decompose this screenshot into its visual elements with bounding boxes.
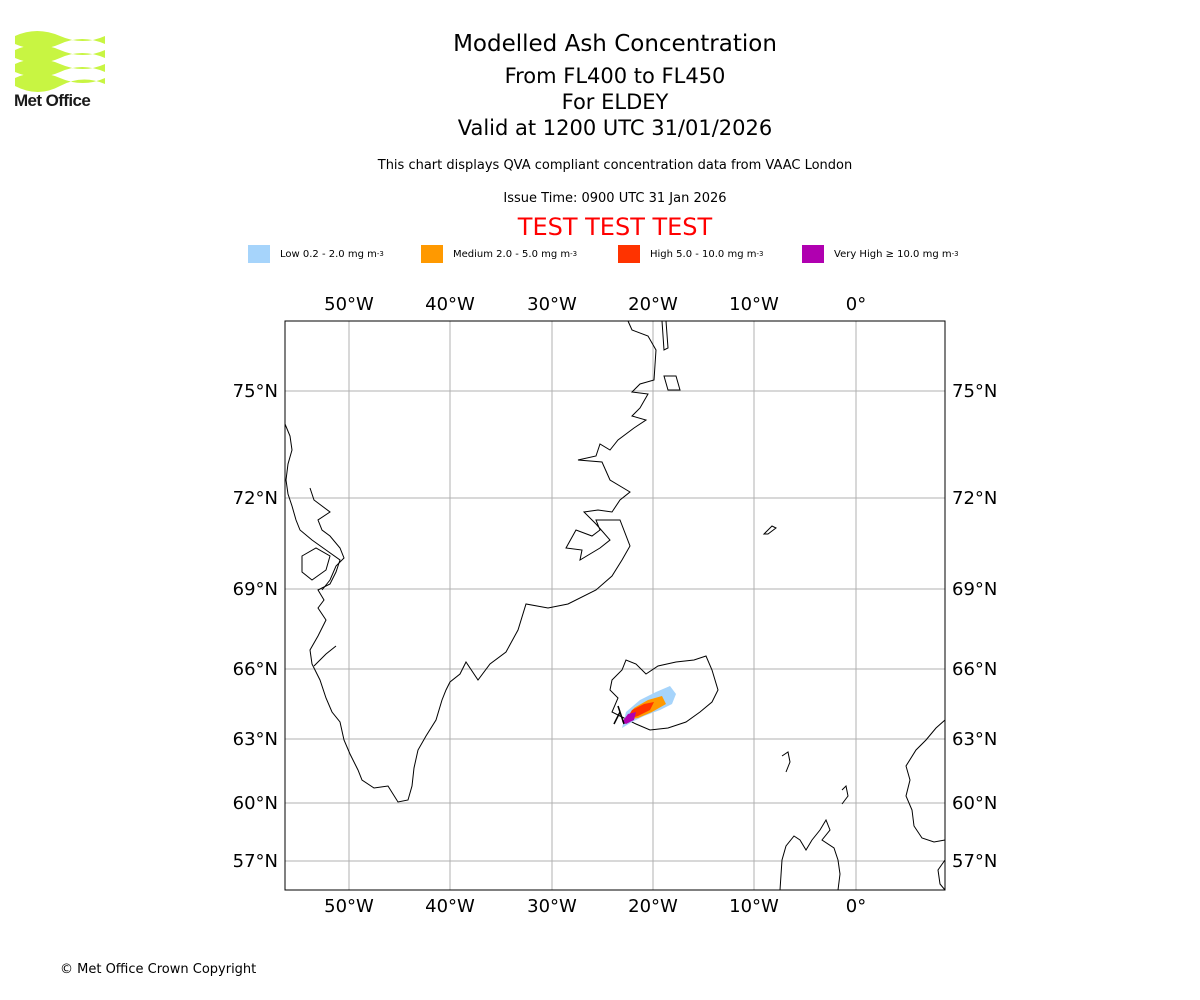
greenland-island-disko — [301, 547, 331, 581]
greenland-fjord-sw — [313, 645, 337, 667]
copyright-text: © Met Office Crown Copyright — [60, 962, 257, 977]
legend-unit-exponent: -3 — [951, 250, 959, 258]
test-banner: TEST TEST TEST — [517, 213, 713, 241]
lat-labels-left: 75°N 72°N 69°N 66°N 63°N 60°N 57°N — [233, 381, 278, 872]
lat-label-right: 63°N — [952, 729, 997, 750]
chart-title: Modelled Ash Concentration — [453, 31, 777, 57]
map-frame — [284, 320, 946, 891]
lon-label-top: 50°W — [324, 294, 374, 315]
lon-label-bottom: 50°W — [324, 896, 374, 917]
legend-item-low: Low 0.2 - 2.0 mg m -3 — [248, 244, 384, 264]
lon-label-bottom: 40°W — [425, 896, 475, 917]
lon-labels-top: 50°W 40°W 30°W 20°W 10°W 0° — [324, 294, 866, 315]
lat-label-left: 57°N — [233, 851, 278, 872]
map-gridlines — [285, 321, 945, 890]
lon-label-bottom: 30°W — [527, 896, 577, 917]
lat-label-right: 69°N — [952, 579, 997, 600]
met-office-logo-icon — [15, 31, 105, 92]
legend-item-high: High 5.0 - 10.0 mg m -3 — [618, 244, 763, 264]
lon-label-top: 10°W — [729, 294, 779, 315]
greenland-coastline — [284, 320, 657, 803]
lat-label-right: 75°N — [952, 381, 997, 402]
lon-label-top: 40°W — [425, 294, 475, 315]
lon-label-top: 30°W — [527, 294, 577, 315]
greenland-island-ne — [663, 375, 681, 391]
lat-label-left: 72°N — [233, 488, 278, 509]
norway-coastline-south — [937, 859, 946, 891]
flight-level-range: From FL400 to FL450 — [504, 64, 726, 88]
lat-label-right: 57°N — [952, 851, 997, 872]
ash-cloud — [613, 686, 676, 728]
lat-label-left: 63°N — [233, 729, 278, 750]
lon-label-bottom: 10°W — [729, 896, 779, 917]
lat-label-left: 75°N — [233, 381, 278, 402]
info-text: This chart displays QVA compliant concen… — [377, 158, 853, 173]
lon-label-top: 0° — [846, 294, 866, 315]
lon-label-top: 20°W — [628, 294, 678, 315]
legend-label-very-high: Very High ≥ 10.0 mg m — [834, 248, 952, 260]
lon-labels-bottom: 50°W 40°W 30°W 20°W 10°W 0° — [324, 896, 866, 917]
legend-unit-exponent: -3 — [570, 250, 578, 258]
greenland-fjord-east — [661, 320, 669, 351]
legend-label-medium: Medium 2.0 - 5.0 mg m — [453, 248, 571, 260]
lon-label-bottom: 20°W — [628, 896, 678, 917]
lon-label-bottom: 0° — [846, 896, 866, 917]
legend-swatch-medium — [421, 245, 443, 263]
lat-labels-right: 75°N 72°N 69°N 66°N 63°N 60°N 57°N — [952, 381, 997, 872]
faroe-islands-coastline — [781, 751, 791, 773]
ash-very-high-area — [622, 712, 636, 724]
legend-swatch-high — [618, 245, 640, 263]
lat-label-left: 69°N — [233, 579, 278, 600]
legend-label-low: Low 0.2 - 2.0 mg m — [280, 248, 377, 260]
issue-time: Issue Time: 0900 UTC 31 Jan 2026 — [503, 191, 727, 206]
lat-label-right: 72°N — [952, 488, 997, 509]
lat-label-right: 60°N — [952, 793, 997, 814]
greenland-fjord-west — [309, 487, 345, 591]
volcano-name: For ELDEY — [561, 90, 669, 114]
lat-label-left: 66°N — [233, 659, 278, 680]
lat-label-left: 60°N — [233, 793, 278, 814]
norway-coastline — [905, 719, 946, 843]
lat-label-right: 66°N — [952, 659, 997, 680]
shetland-coastline — [841, 784, 849, 805]
jan-mayen-coastline — [762, 525, 777, 535]
coastlines — [284, 320, 946, 891]
legend-swatch-low — [248, 245, 270, 263]
legend-unit-exponent: -3 — [756, 250, 764, 258]
volcano-marker-icon — [613, 705, 625, 725]
valid-time: Valid at 1200 UTC 31/01/2026 — [457, 116, 773, 140]
legend-swatch-very-high — [802, 245, 824, 263]
legend-item-medium: Medium 2.0 - 5.0 mg m -3 — [421, 244, 577, 264]
legend-item-very-high: Very High ≥ 10.0 mg m -3 — [802, 244, 959, 264]
scotland-coastline — [779, 818, 841, 891]
legend-label-high: High 5.0 - 10.0 mg m — [650, 248, 757, 260]
logo-text: Met Office — [14, 91, 91, 110]
legend-unit-exponent: -3 — [376, 250, 384, 258]
